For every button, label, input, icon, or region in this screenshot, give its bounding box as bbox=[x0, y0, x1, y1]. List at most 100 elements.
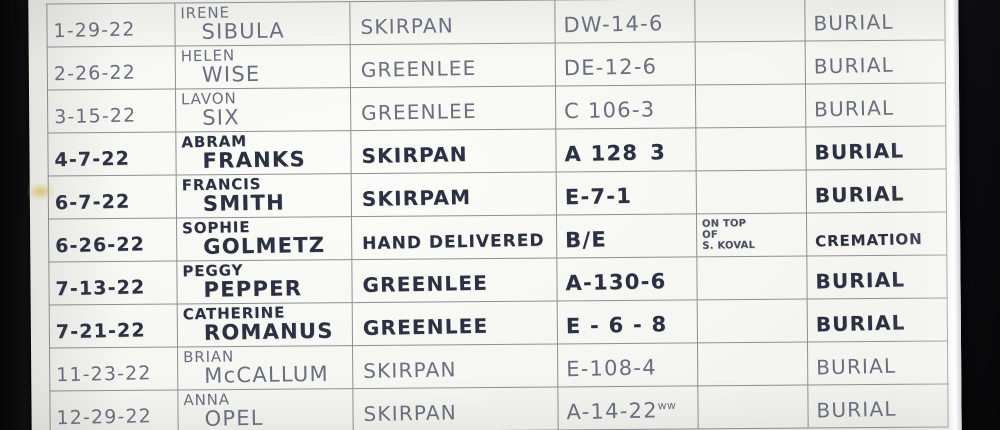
table-row: 1-29-22 IRENE SIBULA SKIRPAN DW-14-6 BURIAL bbox=[46, 0, 946, 48]
cell-date: 1-29-22 bbox=[46, 3, 176, 48]
funeral-home-text: SKIRPAN bbox=[363, 400, 458, 427]
disposition-type-text: BURIAL bbox=[814, 181, 905, 208]
last-name-text: OPEL bbox=[204, 405, 264, 430]
disposition-type-text: BURIAL bbox=[814, 138, 905, 165]
cell-funeral-home: SKIRPAN bbox=[352, 344, 558, 389]
cell-name: ANNA OPEL bbox=[177, 388, 354, 430]
date-text: 4-7-22 bbox=[54, 147, 131, 172]
cell-plot: A-14-22ww bbox=[557, 385, 699, 430]
cell-funeral-home: GREENLEE bbox=[350, 86, 556, 131]
cell-date: 11-23-22 bbox=[49, 346, 178, 392]
cell-funeral-home: SKIRPAN bbox=[352, 387, 559, 430]
cell-plot: DE-12-6 bbox=[555, 41, 696, 87]
cell-note bbox=[696, 170, 807, 214]
date-text: 6-7-22 bbox=[54, 190, 131, 215]
disposition-type-text: BURIAL bbox=[813, 9, 894, 36]
background-left-dark bbox=[0, 0, 30, 430]
disposition-type-text: BURIAL bbox=[815, 353, 897, 380]
cell-note: ON TOP OF S. KOVAL bbox=[696, 213, 807, 257]
date-text: 7-13-22 bbox=[55, 276, 146, 301]
cell-plot: A 128 3 bbox=[555, 127, 697, 173]
cell-date: 7-13-22 bbox=[48, 261, 178, 306]
cell-name: IRENE SIBULA bbox=[174, 1, 351, 47]
cell-funeral-home: GREENLEE bbox=[350, 43, 556, 88]
date-text: 3-15-22 bbox=[53, 104, 137, 129]
cell-name: CATHERINE ROMANUS bbox=[177, 302, 353, 347]
plot-text: C 106-3 bbox=[556, 97, 696, 130]
cell-funeral-home: SKIRPAN bbox=[350, 129, 557, 174]
cell-plot: DW-14-6 bbox=[554, 0, 696, 44]
funeral-home-text: HAND DELIVERED bbox=[362, 230, 545, 255]
funeral-home-text: GREENLEE bbox=[362, 270, 489, 298]
disposition-type-text: BURIAL bbox=[813, 95, 895, 122]
cell-name: ABRAM FRANKS bbox=[175, 130, 352, 176]
plot-text: E-7-1 bbox=[557, 183, 697, 216]
plot-main-text: E-108-4 bbox=[565, 355, 658, 382]
interment-ledger-table: 1-29-22 IRENE SIBULA SKIRPAN DW-14-6 BURIAL 2-… bbox=[46, 0, 949, 430]
plot-text: DE-12-6 bbox=[556, 54, 696, 87]
plot-text: DW-14-6 bbox=[555, 11, 695, 44]
plot-text: A-14-22ww bbox=[558, 398, 698, 430]
cell-name: FRANCIS SMITH bbox=[176, 173, 352, 219]
last-name-text: SMITH bbox=[202, 190, 286, 216]
ledger-paper-sheet: 1-29-22 IRENE SIBULA SKIRPAN DW-14-6 BURIAL 2-… bbox=[27, 0, 962, 430]
funeral-home-text: SKIRPAN bbox=[362, 357, 457, 384]
cell-note bbox=[695, 84, 806, 128]
cell-type: BURIAL bbox=[805, 39, 946, 85]
disposition-type-text: BURIAL bbox=[816, 396, 897, 423]
cell-name: BRIAN McCALLUM bbox=[177, 345, 353, 390]
plot-main-text: B/E bbox=[564, 227, 608, 253]
ledger-table-body: 1-29-22 IRENE SIBULA SKIRPAN DW-14-6 BURIAL 2-… bbox=[46, 0, 949, 430]
plot-text: A-130-6 bbox=[557, 269, 697, 302]
last-name-text: SIBULA bbox=[201, 18, 286, 44]
date-text: 1-29-22 bbox=[53, 18, 136, 43]
cell-note bbox=[694, 0, 806, 42]
funeral-home-text: SKIRPAM bbox=[361, 185, 472, 212]
cell-date: 4-7-22 bbox=[47, 132, 177, 177]
table-row: 3-15-22 LAVON SIX GREENLEE C 106-3 BURIAL bbox=[47, 82, 946, 134]
last-name-text: PEPPER bbox=[203, 276, 303, 302]
cell-date: 6-7-22 bbox=[48, 175, 177, 220]
table-row: 12-29-22 ANNA OPEL SKIRPAN A-14-22ww BURIAL bbox=[49, 383, 949, 430]
plot-main-text: A 128 bbox=[564, 140, 639, 167]
cell-date: 2-26-22 bbox=[47, 46, 176, 91]
cell-type: BURIAL bbox=[807, 297, 948, 343]
cell-funeral-home: GREENLEE bbox=[351, 258, 558, 303]
disposition-type-text: BURIAL bbox=[815, 267, 906, 294]
cell-funeral-home: HAND DELIVERED bbox=[351, 215, 557, 260]
last-name-text: FRANKS bbox=[202, 147, 307, 173]
cell-type: BURIAL bbox=[805, 82, 946, 128]
cell-name: PEGGY PEPPER bbox=[176, 259, 353, 304]
date-text: 6-26-22 bbox=[54, 233, 146, 258]
plot-text: A 128 3 bbox=[556, 140, 696, 173]
cell-plot: A-130-6 bbox=[556, 256, 698, 302]
funeral-home-text: GREENLEE bbox=[362, 313, 489, 341]
plot-text: E - 6 - 8 bbox=[558, 312, 698, 345]
date-text: 11-23-22 bbox=[55, 362, 152, 387]
cell-date: 6-26-22 bbox=[48, 218, 177, 263]
cell-note bbox=[697, 342, 808, 386]
table-row: 11-23-22 BRIAN McCALLUM SKIRPAN E-108-4 BURIA… bbox=[49, 340, 948, 392]
date-text: 7-21-22 bbox=[55, 319, 146, 344]
funeral-home-text: GREENLEE bbox=[360, 98, 478, 126]
table-row: 6-7-22 FRANCIS SMITH SKIRPAM E-7-1 BURIAL bbox=[48, 168, 947, 220]
funeral-home-text: SKIRPAN bbox=[361, 142, 468, 169]
cell-note bbox=[696, 256, 808, 300]
plot-subsection-text: 3 bbox=[649, 140, 667, 165]
cell-date: 7-21-22 bbox=[49, 303, 178, 349]
cell-note bbox=[695, 127, 807, 171]
funeral-home-text: GREENLEE bbox=[360, 55, 477, 83]
cell-type: CREMATION bbox=[806, 211, 947, 257]
cell-name: SOPHIE GOLMETZ bbox=[176, 216, 352, 262]
plot-main-text: E - 6 - 8 bbox=[565, 312, 668, 339]
plot-text: B/E bbox=[557, 226, 697, 259]
table-row: 4-7-22 ABRAM FRANKS SKIRPAN A 128 3 BURIAL bbox=[47, 125, 947, 177]
table-row: 6-26-22 SOPHIE GOLMETZ HAND DELIVERED B/E ON … bbox=[48, 211, 947, 263]
cell-type: BURIAL bbox=[807, 340, 948, 386]
cell-plot: E-108-4 bbox=[557, 342, 698, 388]
cell-type: BURIAL bbox=[806, 254, 948, 300]
cell-name: HELEN WISE bbox=[175, 44, 351, 90]
date-text: 12-29-22 bbox=[56, 405, 153, 430]
cell-type: BURIAL bbox=[804, 0, 946, 42]
